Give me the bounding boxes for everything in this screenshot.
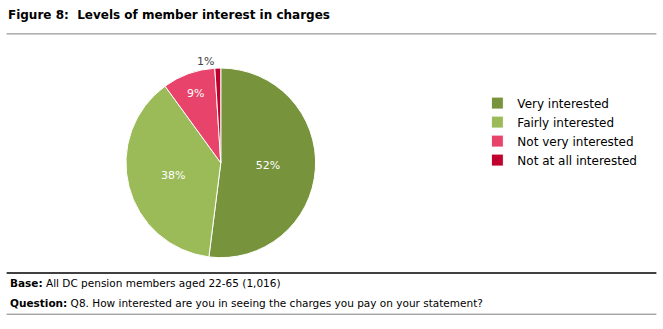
svg-text:9%: 9% [187,87,204,100]
svg-text:Base: All DC pension members a: Base: All DC pension members aged 22-65 … [10,277,281,289]
svg-text:Not at all interested: Not at all interested [517,154,637,168]
svg-text:Figure 8: Levels of member in: Figure 8: Levels of member interest in c… [8,8,330,22]
svg-text:Not very interested: Not very interested [517,135,633,149]
svg-text:52%: 52% [256,159,280,172]
svg-text:1%: 1% [197,55,214,68]
svg-text:38%: 38% [161,169,185,182]
svg-text:Fairly interested: Fairly interested [517,116,614,130]
svg-text:Question: Q8. How interested a: Question: Q8. How interested are you in … [10,297,483,309]
svg-text:Very interested: Very interested [517,97,609,111]
